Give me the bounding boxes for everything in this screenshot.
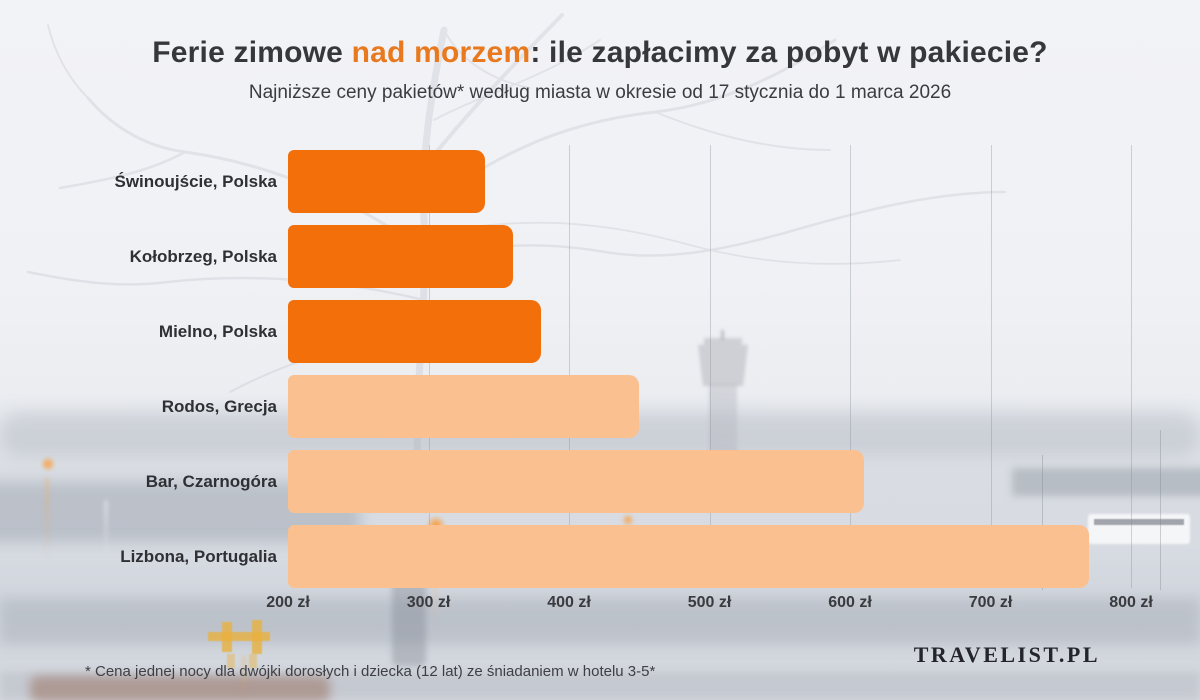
bg-boat-hull [30, 676, 330, 700]
gridline [709, 145, 711, 588]
x-tick-label: 400 zł [547, 594, 591, 611]
bg-street-light [621, 513, 635, 527]
x-axis: 200 zł 300 zł 400 zł 500 zł 600 zł 700 zł 800 … [0, 594, 1200, 616]
gridline [990, 145, 992, 588]
bg-light-reflection [45, 478, 49, 558]
bg-building-roof [1012, 468, 1200, 496]
gridline [428, 145, 430, 588]
category-label: Bar, Czarnogóra [145, 471, 277, 491]
value-bar [288, 150, 485, 213]
value-bar [288, 225, 513, 288]
bg-light-reflection [104, 500, 108, 560]
bg-white-boat [1088, 514, 1190, 544]
category-label: Świnoujście, Polska [114, 171, 277, 191]
bg-mast-pole [1160, 430, 1161, 590]
bg-boat-windows [1094, 519, 1184, 525]
gridline [850, 145, 851, 588]
chart-row: Świnoujście, Polska [0, 150, 1200, 213]
brand-logo: TRAVELIST.PL [913, 642, 1100, 667]
chart-row: Kołobrzeg, Polska [0, 225, 1200, 288]
bg-yellow-crane [249, 654, 257, 668]
x-tick-label: 600 zł [828, 594, 872, 611]
category-label: Lizbona, Portugalia [120, 546, 277, 566]
title-text: : ile zapłacimy za pobyt w pakiecie? [530, 36, 1048, 69]
gridline [1131, 145, 1132, 588]
value-bar [288, 300, 541, 363]
bg-light-reflection [242, 656, 246, 700]
x-tick-label: 700 zł [968, 594, 1013, 611]
bg-water-band [0, 598, 1200, 644]
x-tick-label: 200 zł [266, 594, 310, 611]
bg-yellow-crane [227, 654, 235, 668]
value-bar [288, 450, 865, 513]
gridline [569, 145, 570, 588]
chart-subtitle: Najniższe ceny pakietów* według miasta w… [248, 82, 952, 103]
value-bar [288, 375, 640, 438]
title-text: Ferie zimowe [152, 36, 352, 69]
chart-row: Bar, Czarnogóra [0, 450, 1200, 513]
footnote: * Cena jednej nocy dla dwójki dorosłych … [85, 663, 656, 680]
chart-row: Rodos, Grecja [0, 375, 1200, 438]
chart-row: Lizbona, Portugalia [0, 525, 1200, 588]
bg-street-light [40, 456, 56, 472]
chart-row: Mielno, Polska [0, 300, 1200, 363]
bg-mast-pole [1042, 455, 1043, 590]
x-tick-label: 300 zł [406, 594, 451, 611]
page-title: Ferie zimowe nad morzem: ile zapłacimy z… [0, 36, 1200, 70]
bg-yellow-crane [208, 632, 270, 641]
value-bar [288, 525, 1089, 588]
category-label: Mielno, Polska [158, 321, 277, 341]
x-tick-label: 500 zł [687, 594, 732, 611]
x-tick-label: 800 zł [1109, 594, 1153, 611]
title-accent: nad morzem [351, 36, 531, 69]
bg-shore-band [0, 672, 1200, 700]
bar-chart: Świnoujście, Polska Kołobrzeg, Polska Miel… [0, 145, 1200, 620]
category-label: Kołobrzeg, Polska [129, 246, 277, 266]
chart-header: Ferie zimowe nad morzem: ile zapłacimy z… [0, 36, 1200, 104]
category-label: Rodos, Grecja [161, 396, 277, 416]
